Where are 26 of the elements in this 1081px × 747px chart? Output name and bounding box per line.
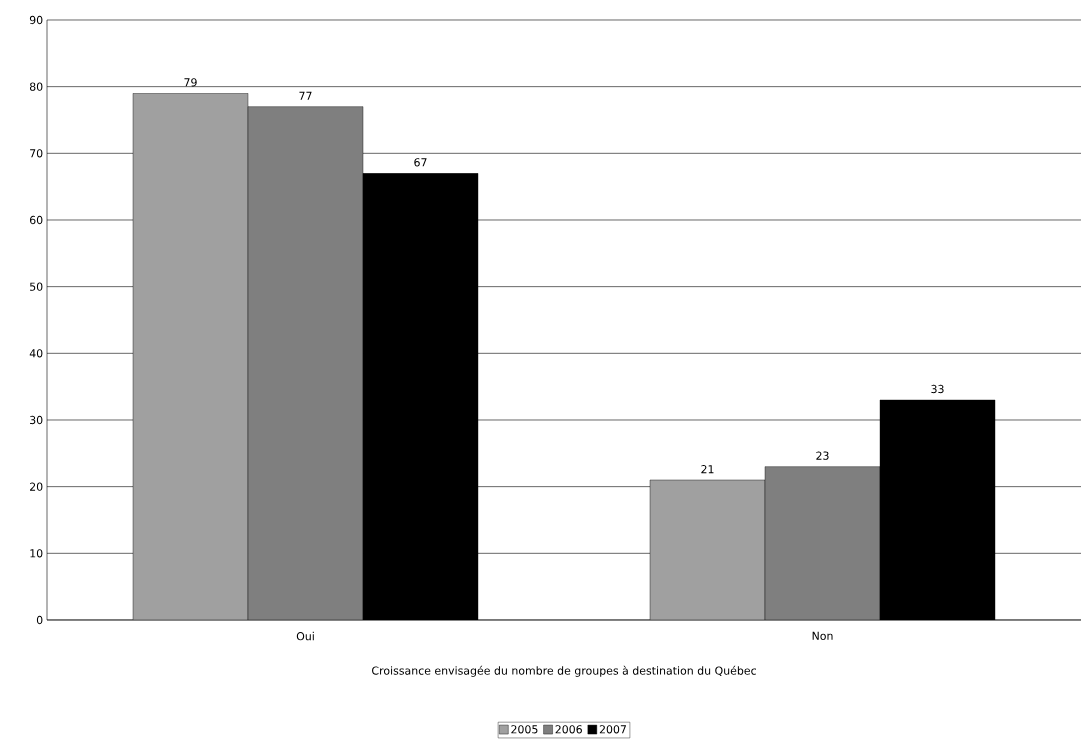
bar — [247, 106, 364, 620]
y-tick-label: 40 — [29, 349, 43, 358]
y-tick-label: 0 — [36, 615, 43, 625]
y-tick-label: 50 — [30, 282, 43, 291]
legend-label: 2005 — [511, 725, 538, 734]
data-label: 77 — [299, 91, 312, 100]
y-tick-label: 60 — [29, 215, 43, 225]
x-tick-label: Oui — [296, 631, 314, 641]
y-tick-label: 30 — [30, 415, 43, 425]
legend-label: 2006 — [555, 725, 582, 734]
y-tick-label: 20 — [30, 482, 43, 491]
data-label: 33 — [931, 384, 944, 394]
x-axis-title: Croissance envisagée du nombre de groupes à destination du Québec — [372, 665, 756, 677]
data-label: 79 — [184, 78, 197, 87]
y-tick-label: 90 — [29, 15, 43, 25]
bar — [764, 466, 881, 620]
legend-label: 2007 — [599, 725, 626, 734]
data-label: 67 — [414, 158, 427, 167]
bar — [132, 93, 249, 620]
bar — [649, 479, 766, 620]
y-tick-label: 80 — [29, 82, 43, 91]
y-tick-label: 70 — [30, 149, 43, 158]
data-label: 23 — [816, 451, 829, 460]
y-tick-label: 10 — [30, 549, 43, 558]
data-label: 21 — [701, 465, 714, 474]
x-tick-label: Non — [812, 631, 833, 640]
